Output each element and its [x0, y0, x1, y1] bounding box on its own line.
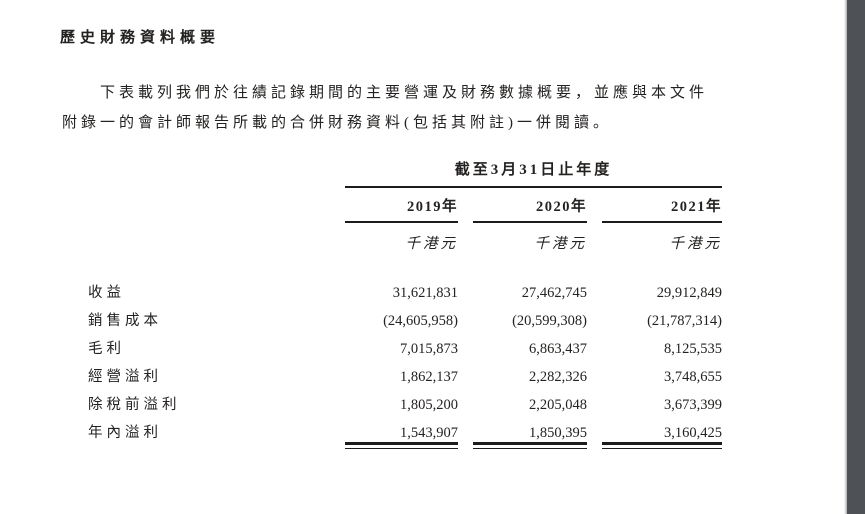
row-value-2020: 1,850,395: [529, 425, 587, 441]
footer-spacer-cell: [88, 442, 330, 449]
row-value-2021: 3,673,399: [664, 397, 722, 413]
table-body-spacer: [88, 253, 722, 279]
page-edge-shadow: [844, 0, 847, 514]
paragraph-line-2: 附錄一的會計師報告所載的合併財務資料(包括其附註)一併閱讀。: [62, 115, 612, 131]
header-spacer-cell: [88, 158, 330, 188]
row-value-2021: 3,748,655: [664, 369, 722, 385]
double-rule-2019: [345, 442, 458, 449]
table-row: 收益 31,621,831 27,462,745 29,912,849: [88, 279, 722, 307]
column-header-2019: 2019年: [345, 188, 458, 223]
unit-label: 千港元: [534, 236, 587, 252]
row-label: 收益: [88, 285, 125, 301]
row-value-2021: (21,787,314): [647, 313, 722, 329]
row-label: 毛利: [88, 341, 125, 357]
row-label: 年內溢利: [88, 425, 162, 441]
header-spacer-cell: [88, 188, 330, 223]
header-spacer-cell: [88, 223, 330, 253]
paragraph-line-1: 下表載列我們於往績記錄期間的主要營運及財務數據概要，並應與本文件: [100, 85, 709, 101]
row-label: 銷售成本: [88, 313, 162, 329]
table-body: 收益 31,621,831 27,462,745 29,912,849 銷售成本…: [88, 279, 722, 447]
row-value-2019: 7,015,873: [400, 341, 458, 357]
row-value-2020: 2,282,326: [529, 369, 587, 385]
row-value-2019: 1,862,137: [400, 369, 458, 385]
table-row: 除稅前溢利 1,805,200 2,205,048 3,673,399: [88, 391, 722, 419]
row-value-2019: 1,805,200: [400, 397, 458, 413]
row-value-2020: (20,599,308): [512, 313, 587, 329]
section-title: 歷史財務資料概要: [60, 30, 221, 46]
row-value-2021: 29,912,849: [656, 285, 722, 301]
row-value-2020: 2,205,048: [529, 397, 587, 413]
unit-label: 千港元: [405, 236, 458, 252]
unit-label: 千港元: [669, 236, 722, 252]
period-header: 截至3月31日止年度: [345, 158, 722, 188]
viewer-background-strip: [847, 0, 865, 514]
table-row: 銷售成本 (24,605,958) (20,599,308) (21,787,3…: [88, 307, 722, 335]
column-header-2020: 2020年: [473, 188, 587, 223]
table-footer-rules-row: [88, 442, 722, 449]
double-rule-2020: [473, 442, 587, 449]
row-label: 除稅前溢利: [88, 397, 181, 413]
table-row: 年內溢利 1,543,907 1,850,395 3,160,425: [88, 419, 722, 447]
table-units-row: 千港元 千港元 千港元: [88, 223, 722, 253]
row-value-2019: 31,621,831: [392, 285, 458, 301]
row-value-2020: 6,863,437: [529, 341, 587, 357]
row-value-2021: 3,160,425: [664, 425, 722, 441]
table-period-header-row: 截至3月31日止年度: [88, 158, 722, 188]
intro-paragraph: 下表載列我們於往績記錄期間的主要營運及財務數據概要，並應與本文件 附錄一的會計師…: [62, 78, 752, 138]
double-rule-2021: [602, 442, 722, 449]
column-header-2021: 2021年: [602, 188, 722, 223]
table-row: 毛利 7,015,873 6,863,437 8,125,535: [88, 335, 722, 363]
row-value-2021: 8,125,535: [664, 341, 722, 357]
row-label: 經營溢利: [88, 369, 162, 385]
row-value-2019: 1,543,907: [400, 425, 458, 441]
financial-summary-table: 截至3月31日止年度 2019年 2020年 2021年 千港元 千港元 千港元…: [88, 158, 722, 449]
table-year-header-row: 2019年 2020年 2021年: [88, 188, 722, 223]
row-value-2019: (24,605,958): [383, 313, 458, 329]
table-row: 經營溢利 1,862,137 2,282,326 3,748,655: [88, 363, 722, 391]
row-value-2020: 27,462,745: [521, 285, 587, 301]
